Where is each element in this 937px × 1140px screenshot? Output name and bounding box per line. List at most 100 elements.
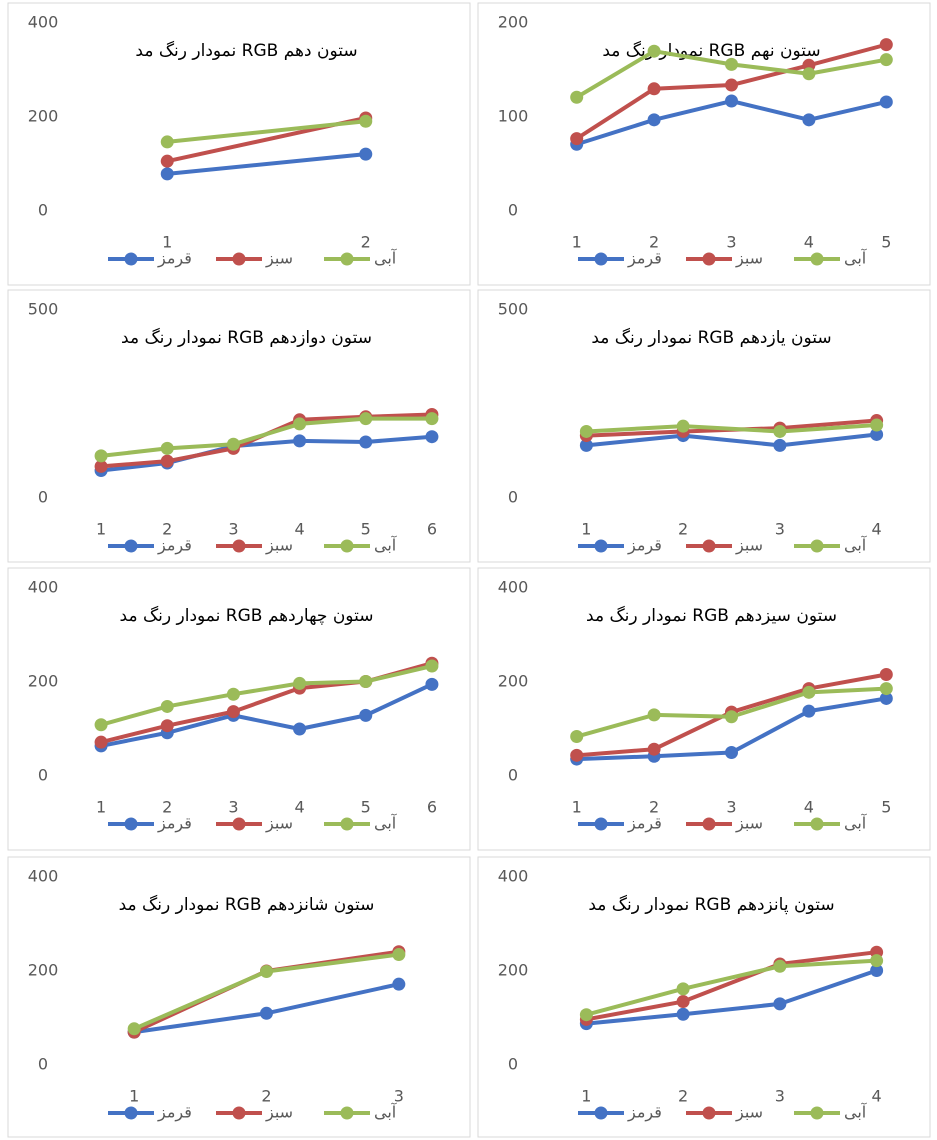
point <box>579 424 593 438</box>
legend-marker <box>594 252 608 266</box>
point <box>647 742 661 756</box>
title: نمودار رنگ مد RGB ستون شانزدهم <box>119 894 375 915</box>
point <box>879 38 893 52</box>
point <box>160 454 174 468</box>
x-tick-label: 5 <box>361 798 371 817</box>
y-tick-label: 0 <box>508 488 518 507</box>
point <box>127 1022 141 1036</box>
legend-label: آبی <box>844 536 868 555</box>
x-tick-label: 3 <box>228 520 238 539</box>
y-tick-label: 200 <box>28 107 59 126</box>
y-tick-label: 400 <box>498 578 529 597</box>
title: نمودار رنگ مد RGB ستون پانزدهم <box>588 894 834 915</box>
y-tick-label: 0 <box>38 766 48 785</box>
chart-panel <box>477 2 931 286</box>
legend-label: سبز <box>735 1103 763 1123</box>
y-tick-label: 400 <box>28 867 59 886</box>
title: نمودار رنگ مد RGB ستون دهم <box>135 40 357 61</box>
x-tick-label: 5 <box>881 233 891 252</box>
series-line <box>100 664 433 727</box>
legend-marker <box>702 1106 716 1120</box>
point <box>773 997 787 1011</box>
point <box>802 704 816 718</box>
series-line <box>586 423 877 434</box>
series-line <box>100 416 432 458</box>
legend-marker <box>124 252 138 266</box>
legend-marker <box>702 539 716 553</box>
point <box>260 1006 273 1020</box>
x-tick-label: 5 <box>881 798 891 817</box>
point <box>802 685 816 699</box>
x-tick-label: 3 <box>394 1087 404 1106</box>
x-tick-label: 2 <box>261 1087 271 1106</box>
point <box>647 44 661 58</box>
point <box>870 418 884 432</box>
x-tick-label: 2 <box>649 798 659 817</box>
chart-panel <box>7 856 471 1138</box>
point <box>570 90 584 104</box>
point <box>647 82 661 96</box>
x-tick-label: 6 <box>427 798 437 817</box>
x-tick-label: 2 <box>678 520 688 539</box>
legend-marker <box>340 1106 354 1120</box>
title: نمودار رنگ مد RGB ستون چهاردهم <box>120 605 374 626</box>
legend-label: سبز <box>735 814 763 834</box>
legend-marker <box>124 1106 138 1120</box>
point <box>160 154 174 168</box>
x-tick-label: 4 <box>804 233 814 252</box>
point <box>879 667 893 681</box>
point <box>879 53 893 67</box>
legend-label: سبز <box>265 1103 293 1123</box>
point <box>359 114 373 128</box>
legend-marker <box>232 1106 246 1120</box>
title: نمودار رنگ مد RGB ستون یازدهم <box>591 327 831 348</box>
point <box>160 719 174 733</box>
legend-label: آبی <box>374 249 398 268</box>
series-line <box>586 968 878 1026</box>
point <box>676 419 690 433</box>
point <box>579 1008 593 1022</box>
point <box>293 722 307 736</box>
legend-label: سبز <box>735 536 763 556</box>
legend-marker <box>340 817 354 831</box>
point <box>359 412 373 426</box>
x-tick-label: 2 <box>162 798 172 817</box>
x-tick-label: 3 <box>775 520 785 539</box>
point <box>359 435 373 449</box>
legend-marker <box>594 539 608 553</box>
point <box>392 948 406 962</box>
chart-panel <box>7 289 471 563</box>
legend-marker <box>124 817 138 831</box>
point <box>725 94 738 108</box>
y-tick-label: 200 <box>498 672 529 691</box>
legend-marker <box>810 817 824 831</box>
legend-label: قرمز <box>157 1103 192 1123</box>
y-tick-label: 0 <box>38 1055 48 1074</box>
point <box>226 687 240 701</box>
legend-marker <box>232 539 246 553</box>
point <box>879 95 893 109</box>
point <box>725 78 738 92</box>
point <box>647 708 661 722</box>
legend-label: قرمز <box>627 1103 662 1123</box>
series-line <box>586 950 877 1022</box>
point <box>425 677 439 691</box>
x-tick-label: 1 <box>96 798 106 817</box>
series-line <box>100 682 433 748</box>
point <box>94 718 108 732</box>
y-tick-label: 200 <box>28 672 59 691</box>
x-tick-label: 2 <box>649 233 659 252</box>
point <box>579 438 593 452</box>
x-tick-label: 1 <box>572 798 582 817</box>
point <box>870 964 884 978</box>
point <box>725 746 738 759</box>
x-tick-label: 1 <box>96 520 106 539</box>
point <box>647 113 661 127</box>
legend-label: آبی <box>844 814 868 833</box>
legend-marker <box>232 817 246 831</box>
y-tick-label: 200 <box>498 13 529 32</box>
y-tick-label: 400 <box>498 867 529 886</box>
point <box>160 135 174 149</box>
point <box>94 735 108 749</box>
